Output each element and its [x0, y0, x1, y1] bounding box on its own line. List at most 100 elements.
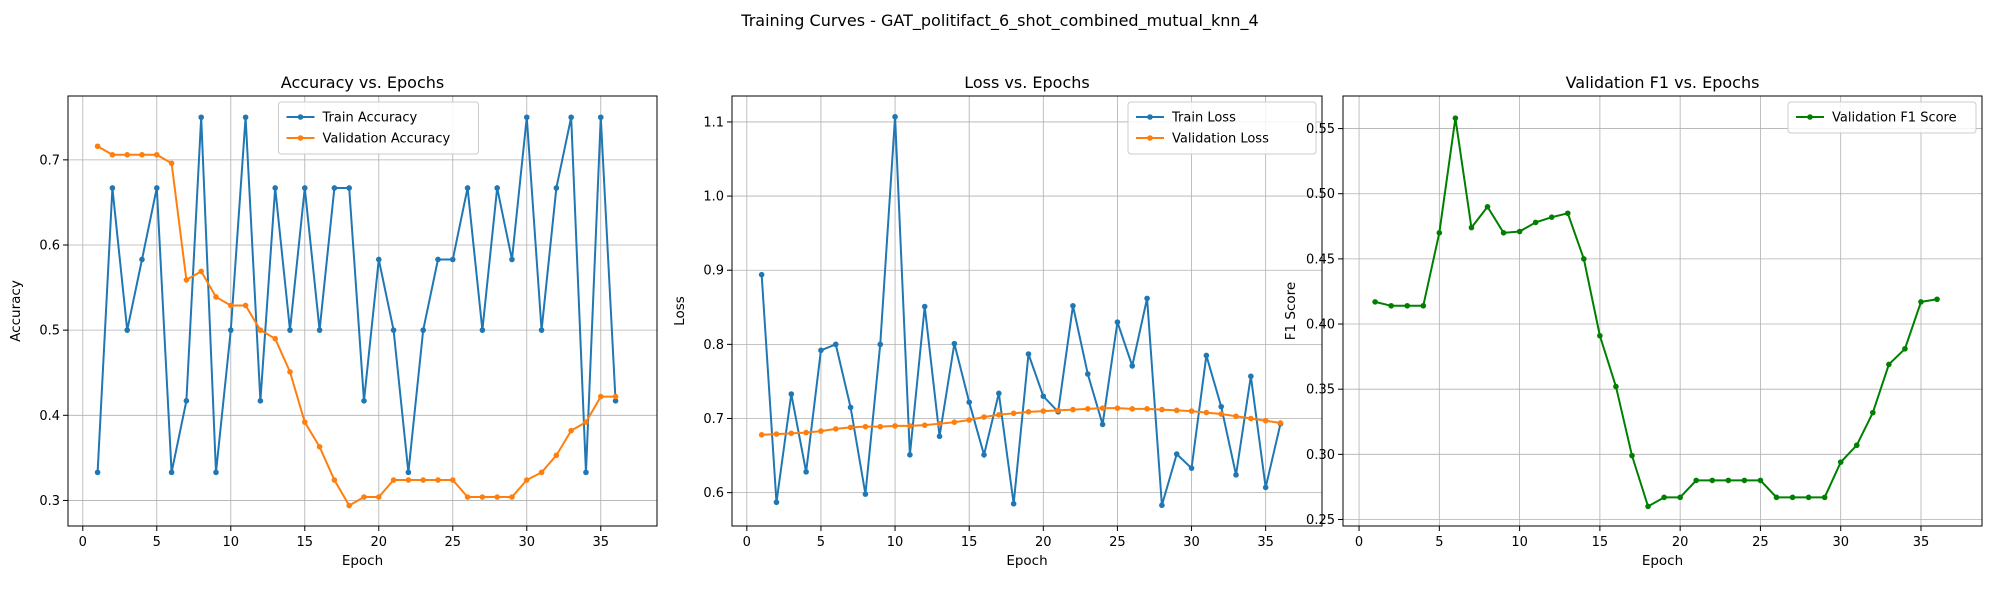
- data-point: [213, 294, 219, 300]
- data-point: [1709, 477, 1716, 484]
- legend-swatch-marker: [297, 114, 304, 120]
- data-point: [346, 185, 352, 191]
- data-point: [1010, 410, 1017, 417]
- panel-title: Loss vs. Epochs: [964, 73, 1089, 92]
- data-point: [907, 452, 913, 458]
- data-point: [1821, 494, 1828, 501]
- y-tick-label: 0.7: [39, 153, 60, 168]
- data-point: [346, 502, 352, 509]
- data-point: [847, 424, 854, 431]
- axes-frame: [67, 95, 658, 527]
- data-point: [1203, 352, 1210, 359]
- data-point: [597, 393, 604, 400]
- x-tick-label: 25: [1109, 535, 1126, 550]
- data-point: [1934, 296, 1940, 303]
- data-point: [1500, 230, 1507, 236]
- data-point: [1613, 383, 1619, 390]
- data-point: [921, 303, 928, 310]
- data-point: [758, 271, 765, 278]
- data-point: [435, 477, 441, 483]
- data-point: [257, 327, 264, 333]
- data-point: [1084, 406, 1091, 412]
- data-point: [1159, 502, 1165, 509]
- y-tick-label: 0.7: [703, 412, 724, 427]
- data-point: [198, 268, 204, 275]
- data-point: [375, 256, 382, 263]
- data-point: [1055, 407, 1061, 414]
- x-tick-label: 35: [1913, 535, 1930, 550]
- legend-label: Train Accuracy: [322, 111, 418, 126]
- data-point: [758, 432, 765, 438]
- x-tick-label: 35: [1257, 535, 1274, 550]
- panel-title: Validation F1 vs. Epochs: [1566, 73, 1760, 92]
- y-tick-label: 0.5: [39, 324, 60, 339]
- data-point: [1693, 477, 1700, 484]
- y-tick-label: 0.4: [39, 409, 60, 424]
- data-point: [168, 469, 175, 476]
- data-point: [1070, 303, 1076, 309]
- legend-swatch-marker: [297, 135, 304, 141]
- y-tick-label: 0.6: [39, 239, 60, 254]
- data-point: [966, 399, 972, 405]
- x-tick-label: 0: [743, 535, 751, 550]
- data-point: [1277, 420, 1284, 426]
- x-tick-label: 20: [371, 535, 388, 550]
- y-tick-label: 0.25: [1306, 513, 1335, 528]
- x-tick-label: 20: [1035, 535, 1052, 550]
- legend-swatch-marker: [1147, 135, 1153, 141]
- data-point: [1114, 319, 1121, 325]
- legend-swatch-marker: [1807, 114, 1813, 120]
- data-point: [597, 114, 604, 121]
- data-point: [1159, 406, 1165, 413]
- data-point: [331, 185, 338, 191]
- data-point: [788, 391, 795, 397]
- data-point: [1262, 484, 1269, 491]
- data-point: [153, 151, 160, 158]
- data-point: [583, 469, 589, 476]
- data-point: [818, 347, 824, 354]
- data-point: [1918, 299, 1924, 305]
- data-point: [818, 428, 824, 434]
- legend-swatch-marker: [1147, 114, 1153, 120]
- data-point: [405, 477, 412, 483]
- y-axis-label: Loss: [672, 296, 688, 326]
- x-tick-label: 5: [817, 535, 825, 550]
- data-point: [464, 185, 471, 191]
- data-point: [272, 185, 278, 191]
- data-point: [612, 393, 619, 400]
- data-point: [981, 414, 987, 420]
- data-point: [788, 430, 795, 437]
- data-point: [568, 427, 574, 434]
- data-point: [936, 433, 943, 440]
- data-point: [892, 423, 898, 429]
- data-point: [94, 469, 101, 476]
- data-point: [996, 411, 1002, 418]
- data-point: [877, 341, 884, 348]
- data-point: [862, 423, 869, 430]
- data-point: [538, 327, 545, 333]
- data-point: [1837, 459, 1844, 465]
- x-tick-label: 25: [1752, 535, 1769, 550]
- legend-label: Validation Loss: [1172, 132, 1269, 147]
- data-point: [1484, 203, 1491, 210]
- x-tick-label: 10: [1511, 535, 1528, 550]
- data-point: [583, 419, 589, 425]
- data-point: [1420, 302, 1427, 309]
- data-point: [1372, 299, 1378, 305]
- data-point: [494, 494, 500, 500]
- data-point: [316, 444, 323, 450]
- x-tick-label: 15: [1592, 535, 1609, 550]
- data-point: [1645, 503, 1651, 510]
- data-point: [921, 422, 928, 428]
- data-point: [832, 341, 839, 348]
- data-point: [1532, 219, 1539, 226]
- data-point: [1853, 442, 1860, 449]
- data-point: [1388, 302, 1394, 309]
- legend: Train Loss Validation Loss: [1127, 101, 1317, 155]
- data-point: [124, 327, 130, 333]
- legend-box: [278, 101, 479, 155]
- data-point: [509, 494, 515, 500]
- data-point: [390, 477, 397, 483]
- data-point: [523, 477, 530, 483]
